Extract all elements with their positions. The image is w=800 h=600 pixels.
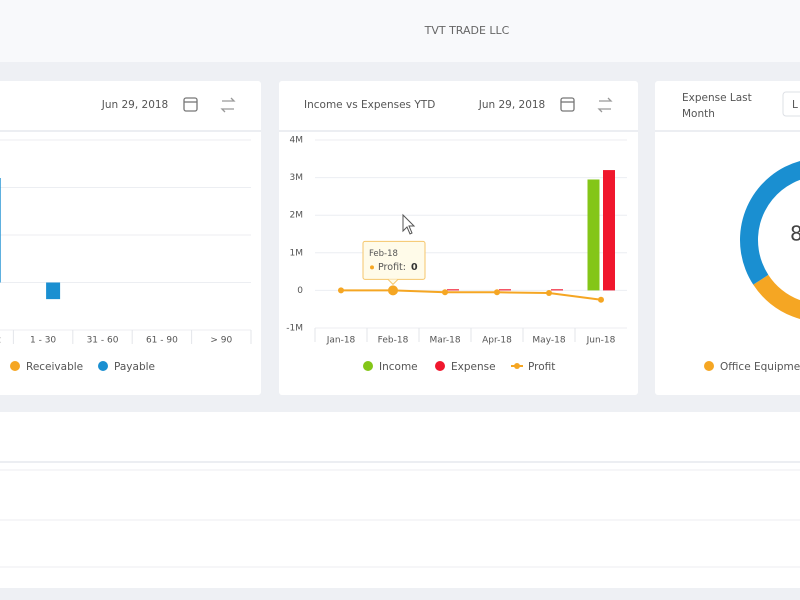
mouse-cursor (402, 213, 416, 235)
legend-swatch (704, 361, 714, 371)
legend-swatch (98, 361, 108, 371)
x-tick-label: 1 - 30 (30, 336, 56, 346)
legend-label: Payable (114, 361, 155, 373)
bar (447, 289, 459, 291)
line (341, 289, 602, 301)
legend-label: Income (379, 361, 418, 373)
legend-label: Receivable (26, 361, 83, 373)
donut-center-label: 8 (790, 222, 800, 246)
line-point[interactable] (546, 290, 552, 297)
tooltip-value: 0 (411, 262, 418, 273)
line-point[interactable] (494, 289, 500, 296)
y-tick-label: 0 (297, 286, 303, 296)
x-tick-label: Jun-18 (586, 336, 616, 346)
tooltip-label: Profit: (378, 262, 406, 273)
line-point[interactable] (442, 289, 448, 296)
legend-swatch (10, 361, 20, 371)
x-tick-label: Jan-18 (326, 336, 356, 346)
tooltip (362, 240, 426, 280)
x-tick-label: Current (0, 336, 1, 346)
legend-swatch (435, 361, 445, 371)
panel-date: Jun 29, 2018 (101, 99, 169, 111)
tooltip-title: Feb-18 (369, 249, 398, 259)
calendar-icon[interactable] (183, 97, 198, 112)
panel (279, 81, 638, 395)
bar (46, 282, 61, 300)
top-bar (0, 0, 800, 62)
refresh-icon[interactable] (597, 97, 613, 113)
legend-label: Profit (528, 361, 555, 373)
panel (0, 412, 800, 588)
bar (603, 170, 615, 291)
dropdown[interactable] (782, 91, 800, 117)
tooltip-pointer (387, 279, 399, 286)
x-tick-label: Feb-18 (378, 336, 409, 346)
donut-title: Expense Last Month (682, 92, 752, 120)
legend-label: Office Equipment (720, 361, 800, 373)
y-tick-label: 2M (290, 211, 304, 221)
y-tick-label: 3M (290, 173, 304, 183)
bar (499, 289, 511, 291)
x-tick-label: 61 - 90 (146, 336, 178, 346)
line-point[interactable] (388, 285, 398, 296)
panel-date: Jun 29, 2018 (478, 99, 546, 111)
line-point[interactable] (598, 296, 604, 303)
line-point[interactable] (338, 287, 344, 294)
panel-title: Income vs Expenses YTD (304, 99, 435, 111)
donut-slice (740, 161, 800, 285)
dropdown-label: L (792, 99, 798, 111)
legend-label: Expense (451, 361, 496, 373)
x-tick-label: > 90 (210, 336, 232, 346)
x-tick-label: Apr-18 (482, 336, 512, 346)
panel (655, 81, 800, 395)
calendar-icon[interactable] (560, 97, 575, 112)
x-tick-label: Mar-18 (429, 336, 460, 346)
refresh-icon[interactable] (220, 97, 236, 113)
x-tick-label: May-18 (532, 336, 565, 346)
x-tick-label: 31 - 60 (87, 336, 119, 346)
bar (551, 289, 563, 291)
company-title: TVT TRADE LLC (424, 24, 510, 37)
tooltip-swatch (370, 265, 374, 270)
legend-swatch (514, 363, 520, 369)
y-tick-label: 1M (290, 248, 304, 258)
bar (0, 178, 1, 283)
y-tick-label: 4M (290, 136, 304, 146)
panel (0, 81, 261, 395)
legend-swatch (363, 361, 373, 371)
donut-slice (753, 274, 800, 319)
bar (587, 179, 600, 291)
y-tick-label: -1M (286, 324, 303, 334)
